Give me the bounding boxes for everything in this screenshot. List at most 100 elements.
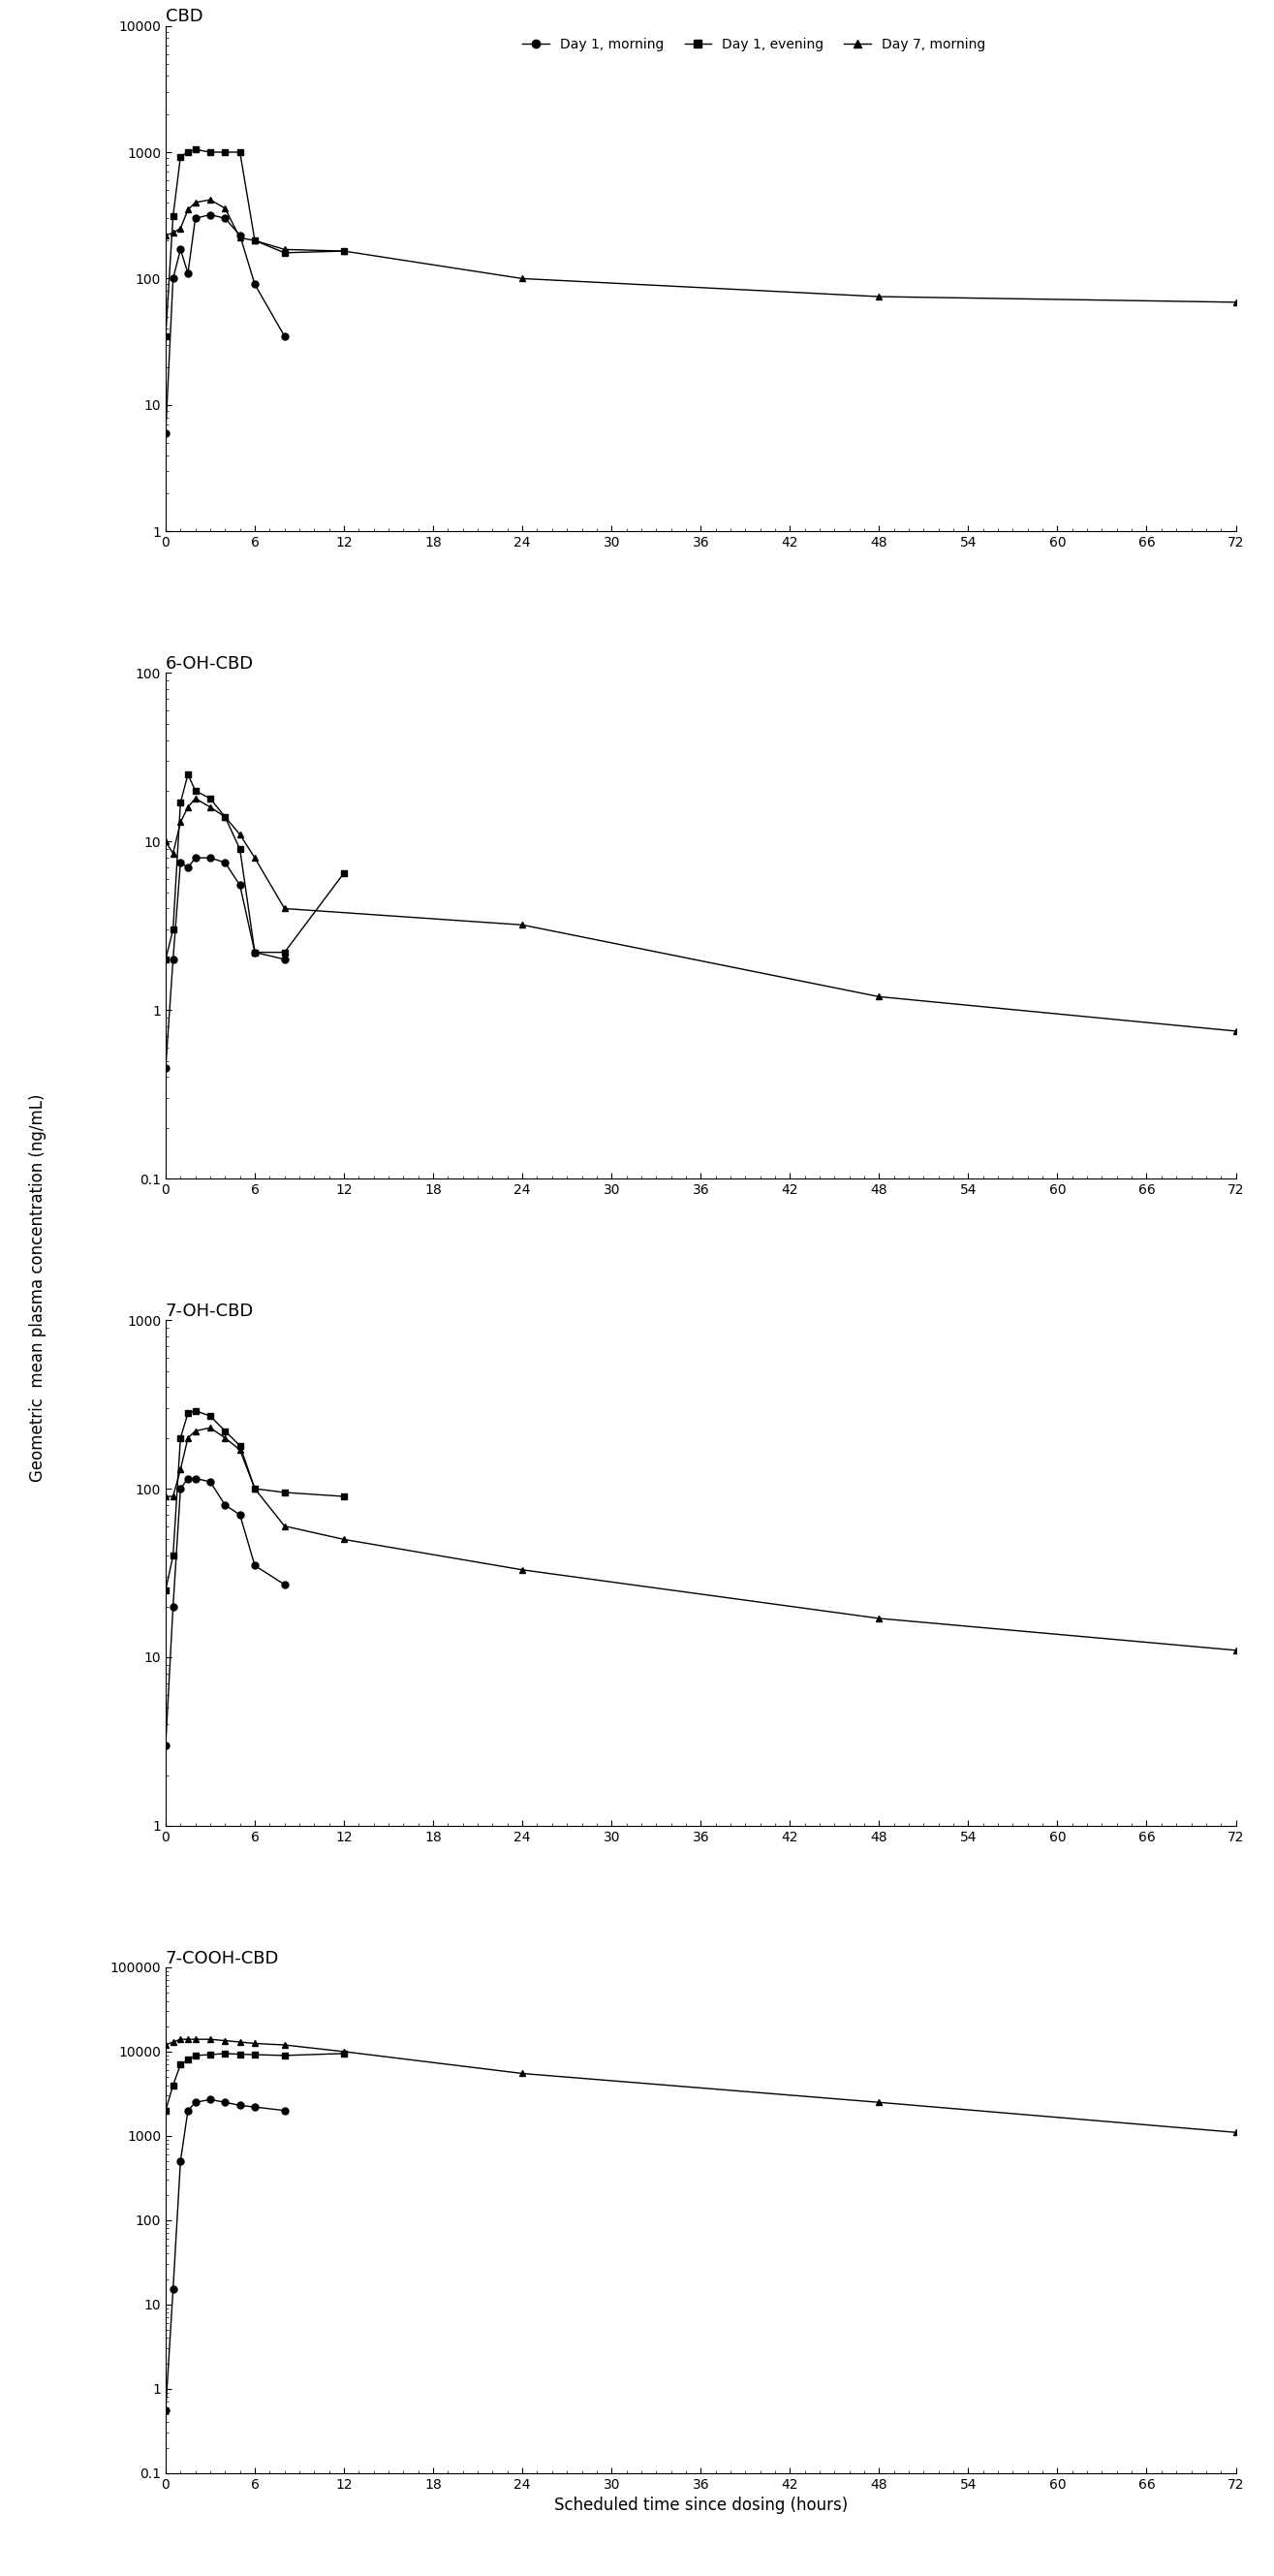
Day 1, morning [166, 263, 181, 294]
Day 7, morning [166, 1481, 181, 1512]
Day 1, morning [187, 204, 203, 234]
Day 7, morning [181, 791, 196, 822]
Day 7, morning [336, 234, 352, 265]
Day 1, evening [247, 1473, 262, 1504]
Day 7, morning [166, 216, 181, 247]
Day 1, evening [173, 142, 189, 173]
Day 1, morning [247, 1551, 262, 1582]
Line: Day 1, evening: Day 1, evening [162, 147, 348, 340]
Day 1, morning [276, 2094, 292, 2125]
Day 1, morning [173, 848, 189, 878]
Day 7, morning [1228, 2117, 1243, 2148]
Day 1, morning [187, 842, 203, 873]
Day 7, morning [218, 1422, 233, 1453]
Day 7, morning [276, 1510, 292, 1540]
Day 1, evening [181, 137, 196, 167]
Text: 6-OH-CBD: 6-OH-CBD [166, 654, 254, 672]
Day 7, morning [173, 2025, 189, 2056]
Day 7, morning [247, 842, 262, 873]
Day 7, morning [1228, 1015, 1243, 1046]
Day 7, morning [158, 1481, 173, 1512]
Day 1, evening [166, 2069, 181, 2099]
Day 1, morning [232, 2089, 247, 2120]
X-axis label: Scheduled time since dosing (hours): Scheduled time since dosing (hours) [554, 2496, 847, 2514]
Day 1, evening [276, 2040, 292, 2071]
Day 1, evening [158, 322, 173, 353]
Day 1, evening [276, 237, 292, 268]
Day 1, morning [158, 417, 173, 448]
Day 1, morning [232, 871, 247, 902]
Day 7, morning [515, 2058, 530, 2089]
Day 1, evening [203, 2040, 218, 2071]
Day 1, morning [181, 2094, 196, 2125]
Line: Day 1, morning: Day 1, morning [162, 211, 288, 435]
Day 1, evening [218, 2038, 233, 2069]
Day 7, morning [871, 2087, 887, 2117]
Line: Day 7, morning: Day 7, morning [162, 2035, 1240, 2136]
Day 1, evening [232, 1430, 247, 1461]
Day 1, evening [203, 783, 218, 814]
Day 7, morning [218, 801, 233, 832]
Day 1, evening [247, 938, 262, 969]
Day 7, morning [158, 827, 173, 858]
Day 1, morning [187, 2087, 203, 2117]
Day 1, evening [173, 1422, 189, 1453]
Day 7, morning [276, 2030, 292, 2061]
Day 7, morning [276, 894, 292, 925]
Day 1, morning [173, 2146, 189, 2177]
Day 1, evening [173, 2048, 189, 2079]
Day 7, morning [181, 193, 196, 224]
Day 7, morning [247, 1473, 262, 1504]
Day 1, morning [158, 1731, 173, 1762]
Line: Day 1, morning: Day 1, morning [162, 2097, 288, 2414]
Line: Day 7, morning: Day 7, morning [162, 1425, 1240, 1654]
Day 7, morning [232, 2027, 247, 2058]
Day 1, morning [218, 848, 233, 878]
Day 7, morning [187, 783, 203, 814]
Day 1, morning [166, 1592, 181, 1623]
Day 7, morning [871, 281, 887, 312]
Day 1, morning [158, 1054, 173, 1084]
Day 1, evening [336, 234, 352, 265]
Day 1, morning [181, 258, 196, 289]
Day 1, evening [166, 201, 181, 232]
Day 1, evening [166, 1540, 181, 1571]
Day 1, evening [187, 2040, 203, 2071]
Day 7, morning [1228, 286, 1243, 317]
Day 1, evening [181, 1399, 196, 1430]
Day 1, morning [218, 204, 233, 234]
Day 1, evening [336, 2038, 352, 2069]
Day 1, evening [232, 2038, 247, 2069]
Day 1, evening [158, 943, 173, 974]
Day 1, evening [218, 137, 233, 167]
Day 7, morning [187, 188, 203, 219]
Day 1, morning [166, 943, 181, 974]
Day 7, morning [515, 263, 530, 294]
Line: Day 1, evening: Day 1, evening [162, 770, 348, 963]
Day 1, morning [232, 1499, 247, 1530]
Day 1, evening [158, 1574, 173, 1605]
Day 7, morning [515, 1553, 530, 1584]
Day 1, evening [166, 914, 181, 945]
Text: 7-OH-CBD: 7-OH-CBD [166, 1303, 254, 1319]
Day 1, evening [336, 1481, 352, 1512]
Line: Day 7, morning: Day 7, morning [162, 796, 1240, 1036]
Day 7, morning [166, 2027, 181, 2058]
Day 1, morning [203, 842, 218, 873]
Day 1, evening [187, 775, 203, 806]
Text: Geometric  mean plasma concentration (ng/mL): Geometric mean plasma concentration (ng/… [29, 1095, 47, 1481]
Day 1, evening [187, 134, 203, 165]
Day 1, evening [158, 2094, 173, 2125]
Day 1, evening [232, 137, 247, 167]
Day 7, morning [158, 219, 173, 250]
Day 1, morning [203, 2084, 218, 2115]
Day 7, morning [158, 2030, 173, 2061]
Day 7, morning [232, 1435, 247, 1466]
Day 1, morning [247, 2092, 262, 2123]
Day 7, morning [173, 1453, 189, 1484]
Day 1, morning [203, 1466, 218, 1497]
Day 7, morning [181, 1422, 196, 1453]
Day 1, evening [336, 858, 352, 889]
Day 7, morning [203, 791, 218, 822]
Day 7, morning [871, 1602, 887, 1633]
